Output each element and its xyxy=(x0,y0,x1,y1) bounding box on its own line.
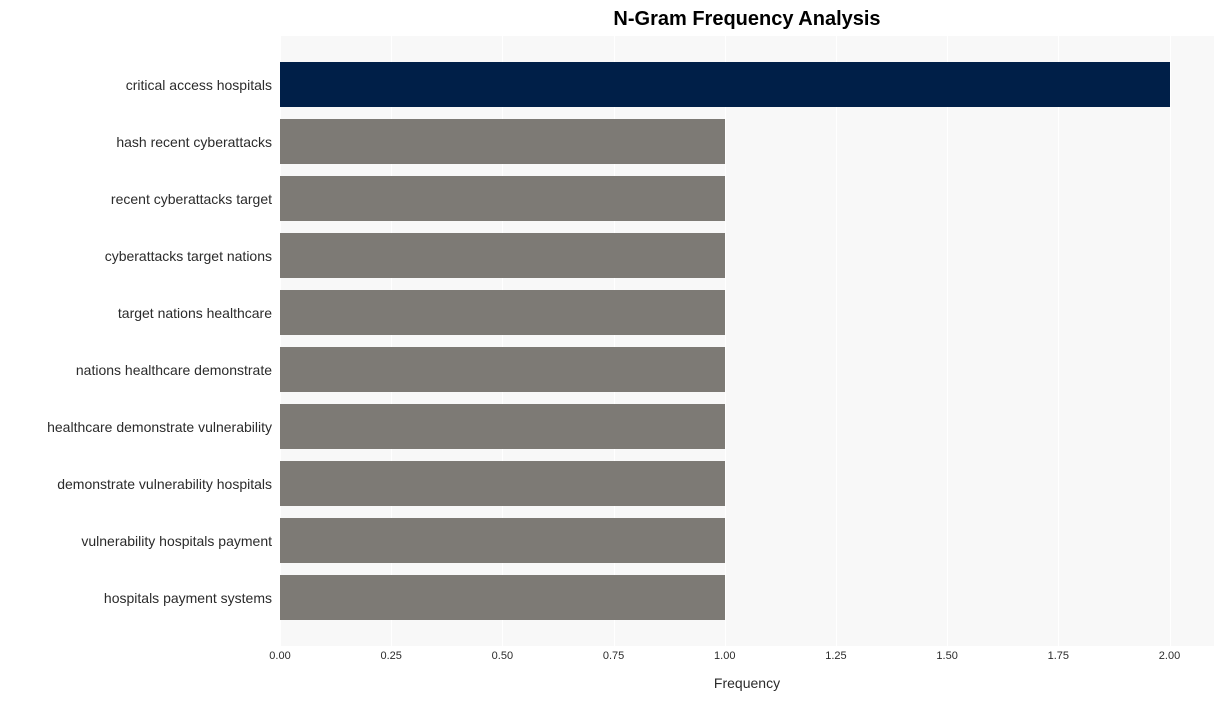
bar xyxy=(280,176,725,221)
y-tick-label: healthcare demonstrate vulnerability xyxy=(47,419,272,435)
y-tick-label: recent cyberattacks target xyxy=(111,191,272,207)
y-tick-label: target nations healthcare xyxy=(118,305,272,321)
x-tick-label: 1.00 xyxy=(714,650,735,662)
y-tick-label: hospitals payment systems xyxy=(104,590,272,606)
x-tick-label: 1.50 xyxy=(936,650,957,662)
x-axis-title: Frequency xyxy=(280,675,1214,691)
gridline xyxy=(1058,36,1059,646)
plot-area xyxy=(280,36,1214,646)
bar xyxy=(280,575,725,620)
y-tick-label: vulnerability hospitals payment xyxy=(81,533,272,549)
chart-title: N-Gram Frequency Analysis xyxy=(280,8,1214,31)
bar xyxy=(280,119,725,164)
bar xyxy=(280,404,725,449)
bar xyxy=(280,62,1170,107)
ngram-chart: N-Gram Frequency Analysis Frequency 0.00… xyxy=(0,0,1222,701)
y-tick-label: critical access hospitals xyxy=(126,77,272,93)
x-tick-label: 2.00 xyxy=(1159,650,1180,662)
gridline xyxy=(725,36,726,646)
gridline xyxy=(836,36,837,646)
bar xyxy=(280,461,725,506)
gridline xyxy=(947,36,948,646)
y-tick-label: demonstrate vulnerability hospitals xyxy=(57,476,272,492)
x-tick-label: 0.50 xyxy=(492,650,513,662)
y-tick-label: cyberattacks target nations xyxy=(105,248,272,264)
x-tick-label: 0.25 xyxy=(380,650,401,662)
bar xyxy=(280,233,725,278)
y-tick-label: hash recent cyberattacks xyxy=(116,134,272,150)
x-tick-label: 1.25 xyxy=(825,650,846,662)
gridline xyxy=(1170,36,1171,646)
y-tick-label: nations healthcare demonstrate xyxy=(76,362,272,378)
x-tick-label: 0.00 xyxy=(269,650,290,662)
bar xyxy=(280,518,725,563)
x-tick-label: 0.75 xyxy=(603,650,624,662)
bar xyxy=(280,290,725,335)
x-tick-label: 1.75 xyxy=(1048,650,1069,662)
bar xyxy=(280,347,725,392)
